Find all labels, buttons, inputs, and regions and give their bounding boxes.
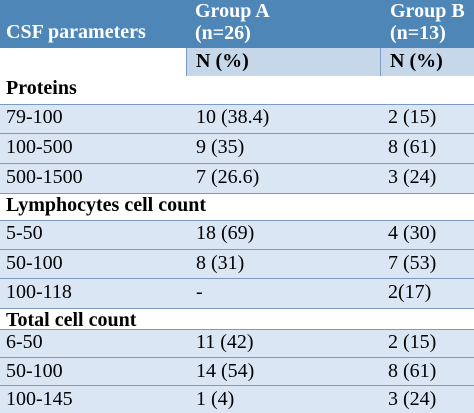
table-row: 100-145 1 (4) 3 (24) <box>0 386 474 413</box>
row-group-a: 8 (31) <box>196 252 245 274</box>
row-group-b: 2(17) <box>388 281 432 303</box>
row-divider <box>0 220 474 221</box>
row-group-b: 7 (53) <box>388 252 437 274</box>
group-b-title: Group B <box>390 0 465 22</box>
row-range: 500-1500 <box>6 166 83 188</box>
row-group-a: 10 (38.4) <box>196 106 270 128</box>
row-group-b: 3 (24) <box>388 166 437 188</box>
row-group-b: 3 (24) <box>388 388 437 410</box>
row-group-a: 7 (26.6) <box>196 166 260 188</box>
row-range: 100-500 <box>6 136 73 158</box>
row-group-a: 9 (35) <box>196 136 245 158</box>
row-range: 50-100 <box>6 360 63 382</box>
section-title: Total cell count <box>6 309 137 331</box>
row-divider <box>0 104 474 105</box>
group-a-header: Group A (n=26) <box>195 0 270 44</box>
row-group-a: 11 (42) <box>196 331 254 353</box>
group-b-count: (n=13) <box>390 22 446 44</box>
row-range: 5-50 <box>6 222 43 244</box>
row-divider <box>0 308 474 309</box>
row-divider <box>0 329 474 330</box>
row-divider <box>0 163 474 164</box>
row-group-a: 1 (4) <box>196 388 235 410</box>
row-group-b: 8 (61) <box>388 360 437 382</box>
subheader-row: N (%) N (%) <box>186 48 474 76</box>
row-group-a: 14 (54) <box>196 360 255 382</box>
group-b-n-percent-label: N (%) <box>390 50 443 72</box>
section-proteins: Proteins <box>0 76 474 104</box>
section-lymphocytes-cell-count: Lymphocytes cell count <box>0 193 474 221</box>
row-group-b: 2 (15) <box>388 106 437 128</box>
table-row: 500-1500 7 (26.6) 3 (24) <box>0 164 474 193</box>
table-row: 5-50 18 (69) 4 (30) <box>0 220 474 249</box>
row-range: 79-100 <box>6 106 63 128</box>
table-row: 50-100 8 (31) 7 (53) <box>0 250 474 279</box>
column-divider <box>380 48 381 76</box>
row-divider <box>0 357 474 358</box>
row-group-a: - <box>196 281 203 303</box>
row-group-a: 18 (69) <box>196 222 255 244</box>
row-divider <box>0 385 474 386</box>
table-header: CSF parameters Group A (n=26) Group B (n… <box>0 0 474 48</box>
row-range: 100-145 <box>6 388 73 410</box>
row-group-b: 4 (30) <box>388 222 437 244</box>
row-divider <box>0 249 474 250</box>
row-divider <box>0 278 474 279</box>
row-divider <box>0 193 474 194</box>
group-a-n-percent-label: N (%) <box>196 50 249 72</box>
table-row: 100-500 9 (35) 8 (61) <box>0 134 474 163</box>
table-row: 100-118 - 2(17) <box>0 279 474 308</box>
csf-parameters-header: CSF parameters <box>6 21 146 43</box>
row-group-b: 2 (15) <box>388 331 437 353</box>
section-title: Lymphocytes cell count <box>6 194 206 216</box>
row-range: 100-118 <box>6 281 72 303</box>
table-row: 50-100 14 (54) 8 (61) <box>0 358 474 387</box>
group-a-count: (n=26) <box>195 22 251 44</box>
group-b-header: Group B (n=13) <box>390 0 465 44</box>
row-range: 50-100 <box>6 252 63 274</box>
table-row: 6-50 11 (42) 2 (15) <box>0 329 474 358</box>
row-group-b: 8 (61) <box>388 136 437 158</box>
section-title: Proteins <box>6 77 77 99</box>
row-divider <box>0 133 474 134</box>
row-range: 6-50 <box>6 331 43 353</box>
table-row: 79-100 10 (38.4) 2 (15) <box>0 104 474 133</box>
group-a-title: Group A <box>195 0 270 22</box>
column-divider <box>186 48 187 76</box>
